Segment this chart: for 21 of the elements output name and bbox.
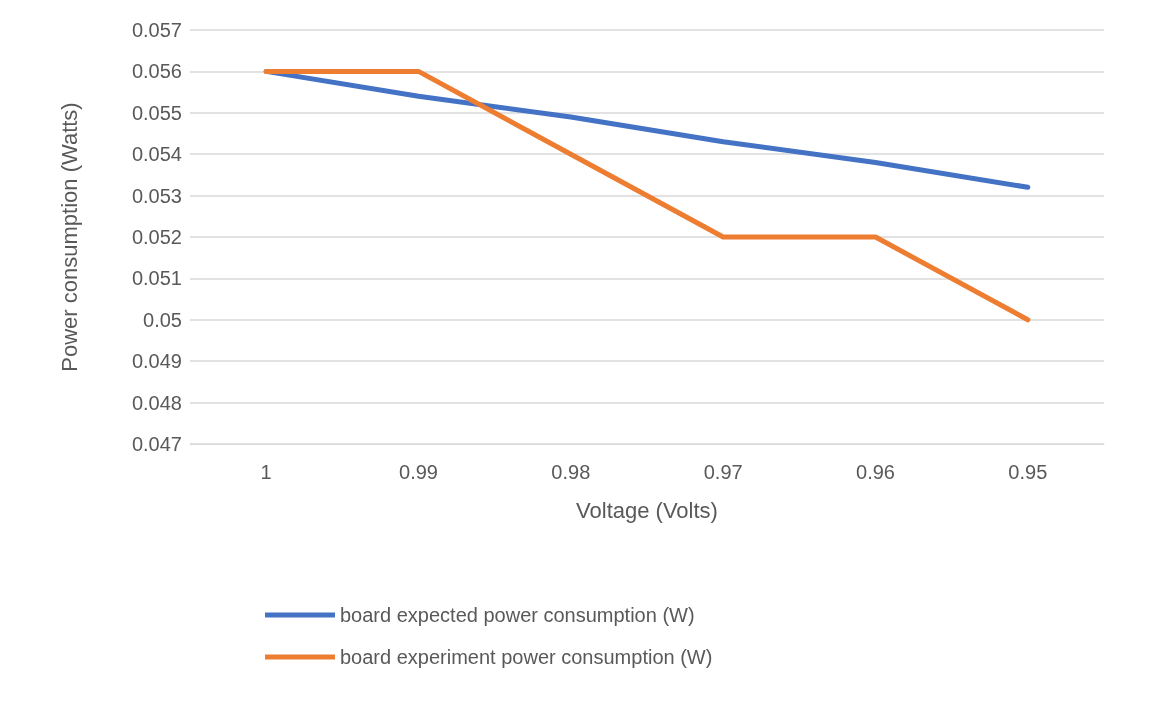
y-tick-label: 0.053 xyxy=(131,184,182,207)
y-tick-label: 0.05 xyxy=(143,308,182,331)
y-tick-label: 0.056 xyxy=(131,60,182,83)
y-axis-title: Power consumption (Watts) xyxy=(56,102,82,372)
y-tick-label: 0.051 xyxy=(131,267,182,290)
legend-label: board expected power consumption (W) xyxy=(340,604,695,626)
x-tick-label: 0.98 xyxy=(551,461,591,483)
y-tick-label: 0.054 xyxy=(131,143,182,166)
legend-label: board experiment power consumption (W) xyxy=(340,646,713,668)
x-tick-label: 0.95 xyxy=(1008,461,1048,483)
x-tick-label: 0.99 xyxy=(399,461,438,483)
y-tick-label: 0.052 xyxy=(131,226,182,248)
x-tick-label: 0.96 xyxy=(856,461,895,483)
y-tick-label: 0.049 xyxy=(131,350,182,373)
x-axis-title: Voltage (Volts) xyxy=(576,497,718,523)
y-tick-label: 0.057 xyxy=(131,19,182,41)
x-tick-label: 0.97 xyxy=(703,461,743,483)
x-tick-label: 1 xyxy=(260,461,272,483)
y-tick-label: 0.047 xyxy=(131,433,182,455)
y-tick-label: 0.048 xyxy=(131,391,182,414)
y-tick-label: 0.055 xyxy=(131,101,182,124)
